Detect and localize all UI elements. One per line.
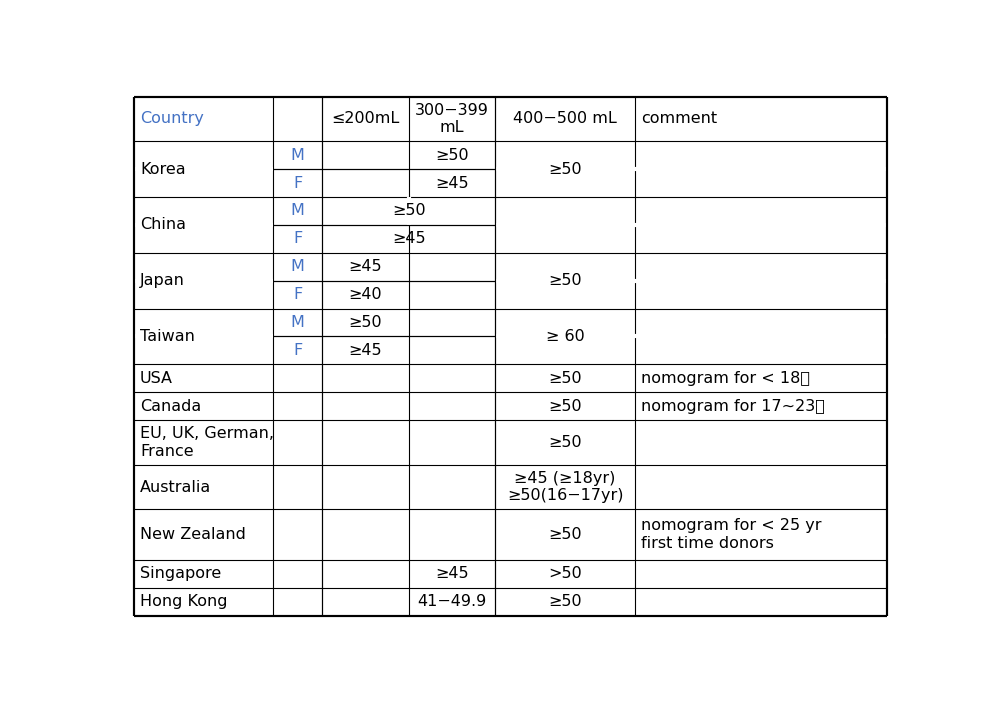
Text: ≥45: ≥45 xyxy=(349,343,382,358)
Text: nomogram for 17~23세: nomogram for 17~23세 xyxy=(641,399,825,414)
Text: M: M xyxy=(291,259,305,274)
Text: Australia: Australia xyxy=(139,479,211,495)
Text: ≥50: ≥50 xyxy=(548,161,582,176)
Text: ≥50: ≥50 xyxy=(548,435,582,450)
Text: ≥ 60: ≥ 60 xyxy=(546,329,585,344)
Text: 41−49.9: 41−49.9 xyxy=(417,594,487,609)
Text: Japan: Japan xyxy=(139,274,185,288)
Text: comment: comment xyxy=(641,111,717,126)
Text: F: F xyxy=(293,176,302,190)
Text: ≥50: ≥50 xyxy=(349,315,382,330)
Text: F: F xyxy=(293,231,302,246)
Text: F: F xyxy=(293,343,302,358)
Text: ≥50: ≥50 xyxy=(548,527,582,542)
Text: ≥50: ≥50 xyxy=(548,274,582,288)
Text: EU, UK, German,
France: EU, UK, German, France xyxy=(139,427,274,459)
Text: ≥50: ≥50 xyxy=(392,204,425,219)
Text: ≥45: ≥45 xyxy=(435,176,469,190)
Text: ≥50: ≥50 xyxy=(435,147,469,163)
Text: 400−500 mL: 400−500 mL xyxy=(513,111,617,126)
Text: ≥45: ≥45 xyxy=(349,259,382,274)
Text: >50: >50 xyxy=(548,566,582,581)
Text: USA: USA xyxy=(139,371,173,386)
Text: nomogram for < 18세: nomogram for < 18세 xyxy=(641,371,810,386)
Text: Singapore: Singapore xyxy=(139,566,221,581)
Text: ≥50: ≥50 xyxy=(548,594,582,609)
Text: Taiwan: Taiwan xyxy=(139,329,195,344)
Text: M: M xyxy=(291,147,305,163)
Text: ≥50: ≥50 xyxy=(548,371,582,386)
Text: ≤200mL: ≤200mL xyxy=(332,111,399,126)
Text: nomogram for < 25 yr
first time donors: nomogram for < 25 yr first time donors xyxy=(641,518,822,551)
Text: M: M xyxy=(291,204,305,219)
Text: Hong Kong: Hong Kong xyxy=(139,594,227,609)
Text: Canada: Canada xyxy=(139,399,201,414)
Text: M: M xyxy=(291,315,305,330)
Text: China: China xyxy=(139,217,186,233)
Text: ≥45: ≥45 xyxy=(392,231,425,246)
Text: Korea: Korea xyxy=(139,161,185,176)
Text: Country: Country xyxy=(139,111,204,126)
Text: ≥45: ≥45 xyxy=(435,566,469,581)
Text: New Zealand: New Zealand xyxy=(139,527,246,542)
Text: 300−399
mL: 300−399 mL xyxy=(415,103,489,135)
Text: F: F xyxy=(293,287,302,302)
Text: ≥50: ≥50 xyxy=(548,399,582,414)
Text: ≥45 (≥18yr)
≥50(16−17yr): ≥45 (≥18yr) ≥50(16−17yr) xyxy=(507,471,623,503)
Text: ≥40: ≥40 xyxy=(349,287,382,302)
